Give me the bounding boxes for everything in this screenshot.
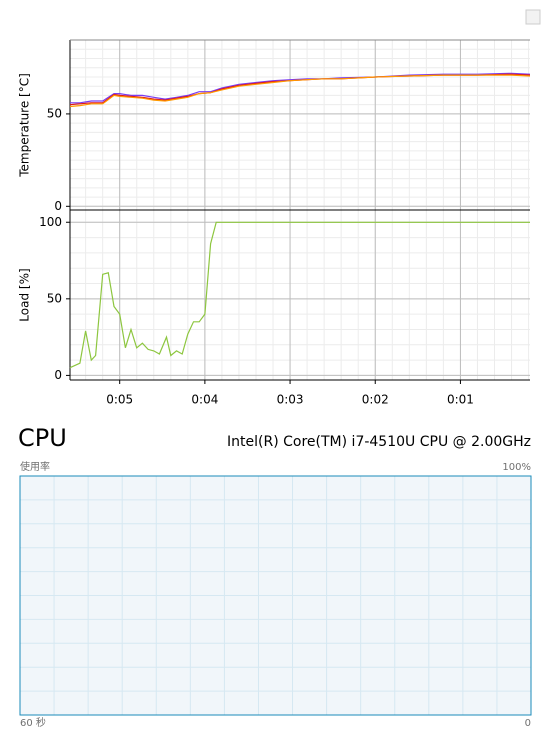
cpu-processor: Intel(R) Core(TM) i7-4510U CPU @ 2.00GHz (227, 434, 531, 450)
cpu-graph-border (19, 475, 532, 716)
x-tick-label: 0:02 (362, 393, 389, 407)
data-line (69, 221, 530, 369)
max-label: 100% (502, 462, 531, 473)
y-tick-label: 0 (54, 368, 62, 382)
data-line (69, 74, 531, 108)
min-label: 0 (525, 718, 531, 729)
y-tick-label: 50 (47, 291, 62, 305)
y-tick-label: 100 (39, 215, 62, 229)
y-axis-label: Load [%] (18, 268, 32, 321)
cpu-title: CPU (18, 424, 67, 452)
x-tick-label: 0:01 (447, 393, 474, 407)
x-tick-label: 0:04 (191, 393, 218, 407)
time-label: 60 秒 (20, 716, 46, 729)
y-tick-label: 50 (47, 106, 62, 120)
cpu-graph (19, 475, 532, 716)
x-tick-label: 0:03 (277, 393, 304, 407)
y-tick-label: 0 (54, 199, 62, 213)
charts: 0 50 Temperature [°C] 0 50 100 0:05 0:04 0:03 0:0… (18, 39, 531, 407)
window-button[interactable] (525, 9, 541, 25)
x-tick-label: 0:05 (106, 393, 133, 407)
usage-label: 使用率 (20, 460, 50, 473)
y-axis-label: Temperature [°C] (18, 73, 32, 178)
